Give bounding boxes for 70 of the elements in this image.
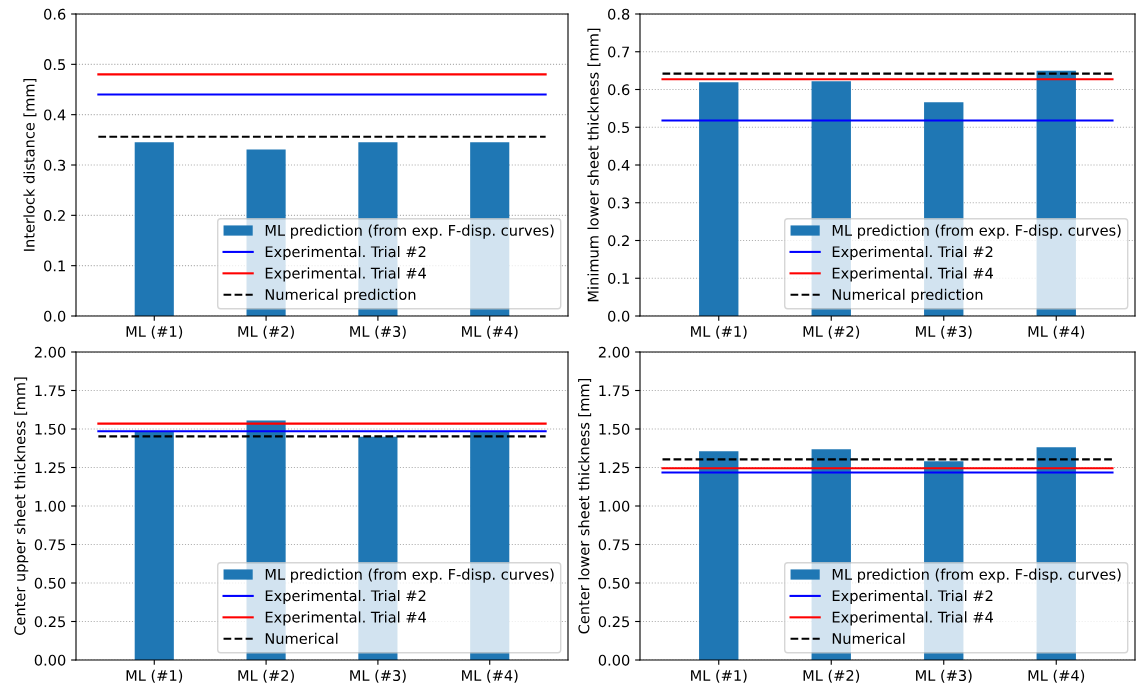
legend-label: ML prediction (from exp. F-disp. curves): [265, 568, 554, 583]
legend-label: Numerical prediction: [832, 288, 983, 303]
y-tick-label: 1.50: [599, 423, 630, 435]
legend-label: Experimental. Trial #4: [832, 611, 993, 626]
y-tick-label: 1.75: [599, 385, 629, 397]
y-tick-label: 2.00: [34, 346, 66, 358]
legend-label: Experimental. Trial #2: [265, 589, 426, 605]
y-tick-label: 1.75: [35, 385, 65, 397]
y-tick-label: 0.6: [608, 84, 630, 96]
legend-label: Experimental. Trial #4: [832, 267, 993, 282]
legend-label: Experimental. Trial #2: [265, 245, 426, 261]
y-tick-label: 0.1: [44, 260, 65, 272]
y-tick-label: 0.5: [44, 59, 65, 71]
x-tick-label: ML (#3): [350, 325, 406, 339]
y-tick-label: 0.50: [598, 577, 630, 589]
y-tick-label: 1.00: [599, 500, 630, 512]
legend-label: Experimental. Trial #2: [832, 245, 993, 261]
y-tick-label: 0.50: [34, 577, 66, 589]
y-tick-label: 0.0: [608, 310, 630, 322]
y-tick-label: 0.7: [608, 46, 630, 58]
y-tick-label: 0.00: [598, 654, 630, 666]
x-tick-label: ML (#2): [803, 669, 860, 683]
legend-label: ML prediction (from exp. F-disp. curves): [832, 224, 1121, 239]
y-tick-label: 0.00: [34, 654, 66, 666]
y-tick-label: 1.00: [35, 500, 66, 512]
legend-label: Numerical: [832, 632, 905, 645]
y-tick-label: 0.1: [608, 272, 629, 284]
y-tick-label: 1.50: [35, 423, 66, 435]
legend-label: Numerical: [265, 632, 338, 645]
x-tick-label: ML (#1): [126, 325, 183, 339]
x-tick-label: ML (#4): [1028, 325, 1085, 339]
x-tick-label: ML (#2): [238, 669, 294, 683]
x-tick-label: ML (#3): [916, 669, 972, 683]
legend-label: Experimental. Trial #4: [265, 267, 426, 282]
legend-label: ML prediction (from exp. F-disp. curves): [832, 568, 1121, 583]
y-axis-title: Minimum lower sheet thickness [mm]: [587, 28, 601, 302]
x-tick-label: ML (#4): [462, 325, 518, 339]
y-axis-title: Interlock distance [mm]: [23, 78, 37, 251]
y-tick-label: 0.2: [44, 210, 65, 222]
y-tick-label: 0.25: [598, 616, 629, 628]
legend-label: Experimental. Trial #2: [832, 589, 993, 605]
y-axis-title: Center lower sheet thickness [mm]: [578, 378, 592, 634]
x-tick-label: ML (#2): [803, 325, 860, 339]
y-tick-label: 0.5: [608, 121, 629, 133]
y-tick-label: 0.4: [44, 109, 66, 121]
legend-label: Numerical prediction: [265, 288, 416, 303]
legend-label: Experimental. Trial #4: [265, 611, 426, 626]
legend-label: ML prediction (from exp. F-disp. curves): [265, 224, 554, 239]
x-tick-label: ML (#4): [1028, 669, 1085, 683]
y-tick-label: 0.2: [608, 235, 629, 247]
y-tick-label: 0.6: [44, 8, 66, 20]
y-tick-label: 0.8: [608, 8, 630, 20]
y-tick-label: 2.00: [598, 346, 630, 358]
y-tick-label: 0.4: [608, 159, 630, 171]
x-tick-label: ML (#2): [238, 325, 294, 339]
x-tick-label: ML (#3): [350, 669, 406, 683]
x-tick-label: ML (#1): [126, 669, 183, 683]
y-tick-label: 1.25: [599, 462, 629, 474]
y-axis-title: Center upper sheet thickness [mm]: [14, 377, 29, 635]
x-tick-label: ML (#3): [916, 325, 972, 339]
x-tick-label: ML (#4): [462, 669, 518, 683]
y-tick-label: 0.75: [598, 539, 629, 551]
x-tick-label: ML (#1): [691, 669, 747, 683]
y-tick-label: 0.3: [44, 159, 66, 171]
y-tick-label: 0.25: [34, 616, 65, 628]
y-tick-label: 0.75: [34, 539, 65, 551]
y-tick-label: 0.0: [44, 310, 66, 322]
y-tick-label: 0.3: [608, 197, 630, 209]
x-tick-label: ML (#1): [691, 325, 747, 339]
y-tick-label: 1.25: [35, 462, 65, 474]
